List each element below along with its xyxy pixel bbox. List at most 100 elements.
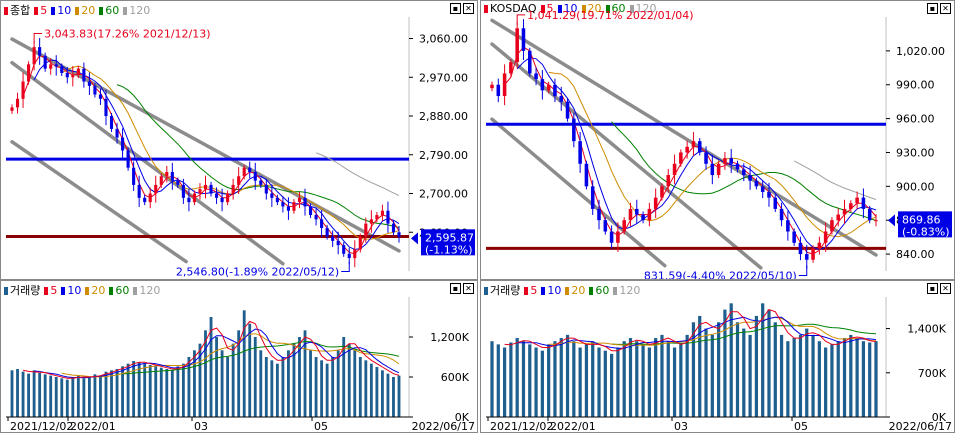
candle-body bbox=[685, 146, 689, 153]
candle-body bbox=[54, 64, 58, 67]
y-tick-label: 2,970.00 bbox=[419, 71, 468, 84]
volume-bar bbox=[392, 377, 395, 417]
trend-channel-line bbox=[490, 18, 878, 257]
candle-body bbox=[641, 214, 645, 221]
candle-body bbox=[729, 158, 733, 164]
ma10-line bbox=[516, 57, 877, 251]
current-value-box bbox=[898, 211, 952, 238]
candle-body bbox=[220, 197, 224, 203]
legend-ma20: 20 bbox=[81, 3, 96, 17]
kosdaq-volume-legend: 거래량 5 10 20 60 120 bbox=[484, 282, 640, 298]
x-tick-label-last: 2022/06/17 bbox=[412, 420, 475, 432]
volume-bar bbox=[16, 369, 19, 417]
volume-bar bbox=[685, 334, 689, 417]
x-tick-label: 2021/12/02 bbox=[490, 420, 553, 432]
candle-body bbox=[93, 85, 97, 95]
close-icon[interactable]: ✕ bbox=[940, 3, 951, 14]
x-tick-label: 03 bbox=[194, 420, 208, 432]
close-icon[interactable]: ✕ bbox=[940, 283, 951, 294]
volume-bar bbox=[159, 367, 163, 417]
kospi-volume-pane: 거래량 5 10 20 60 120 ▪ ✕ 1,200K 600K 0K 2021/1… bbox=[0, 280, 478, 433]
y-tick-label: 2,790.00 bbox=[419, 149, 468, 162]
candle-body bbox=[60, 66, 64, 73]
candle-body bbox=[534, 73, 538, 80]
volume-bar bbox=[824, 347, 828, 417]
candle-body bbox=[502, 73, 507, 97]
candle-body bbox=[874, 220, 878, 222]
volume-bar bbox=[723, 309, 727, 417]
candle-body bbox=[248, 167, 252, 172]
y-tick-label: 990.00 bbox=[896, 79, 935, 92]
legend-square-icon bbox=[557, 5, 562, 13]
volume-bar bbox=[515, 338, 519, 417]
volume-bar bbox=[176, 366, 180, 417]
current-value: 2,595.87 bbox=[425, 231, 474, 244]
vol-ma20-line bbox=[548, 316, 877, 346]
candle-body bbox=[559, 96, 564, 102]
x-tick-label: 05 bbox=[314, 420, 328, 432]
candle-body bbox=[672, 163, 677, 176]
candle-body bbox=[109, 116, 114, 129]
candle-body bbox=[214, 193, 219, 198]
candle-body bbox=[527, 50, 532, 74]
volume-bar bbox=[115, 369, 119, 417]
close-icon[interactable]: ✕ bbox=[463, 283, 474, 294]
legend-ma5: 5 bbox=[50, 283, 58, 297]
candle-body bbox=[198, 189, 202, 194]
legend-ma5: 5 bbox=[40, 3, 48, 17]
volume-bar bbox=[181, 363, 185, 417]
candle-body bbox=[616, 231, 620, 243]
candle-body bbox=[192, 193, 197, 203]
maximize-icon[interactable]: ▪ bbox=[450, 283, 461, 294]
candle-body bbox=[553, 84, 557, 97]
candle-body bbox=[836, 214, 841, 221]
legend-square-icon bbox=[589, 286, 594, 295]
volume-bar bbox=[43, 374, 47, 417]
candle-body bbox=[242, 167, 246, 177]
candle-body bbox=[121, 137, 125, 151]
volume-bar bbox=[679, 344, 683, 417]
candle-body bbox=[861, 197, 866, 209]
candle-body bbox=[786, 220, 790, 232]
volume-bar bbox=[811, 334, 815, 417]
candle-body bbox=[609, 231, 614, 243]
volume-bar bbox=[666, 341, 670, 417]
volume-bar bbox=[248, 323, 252, 417]
volume-bar bbox=[209, 317, 213, 417]
volume-bar bbox=[748, 334, 752, 417]
volume-bar bbox=[110, 370, 113, 417]
x-tick-label: 03 bbox=[674, 420, 688, 432]
legend-ma20: 20 bbox=[587, 2, 602, 15]
volume-bar bbox=[672, 347, 677, 417]
candle-body bbox=[509, 62, 513, 74]
candle-body bbox=[849, 203, 853, 209]
candle-body bbox=[264, 184, 268, 194]
volume-bar bbox=[49, 375, 53, 417]
candle-body bbox=[364, 223, 368, 237]
close-icon[interactable]: ✕ bbox=[463, 3, 474, 14]
volume-bar bbox=[187, 357, 191, 417]
volume-bar bbox=[842, 338, 847, 417]
candle-body bbox=[716, 163, 721, 176]
maximize-icon[interactable]: ▪ bbox=[450, 3, 461, 14]
maximize-icon[interactable]: ▪ bbox=[927, 3, 938, 14]
candle-body bbox=[203, 184, 208, 190]
candle-body bbox=[735, 163, 740, 170]
x-tick-label: 2022/01 bbox=[550, 420, 596, 432]
volume-bar bbox=[148, 365, 152, 417]
maximize-icon[interactable]: ▪ bbox=[927, 283, 938, 294]
ma120-line bbox=[793, 160, 877, 200]
kospi-price-legend: 종합 5 10 20 60 120 bbox=[4, 2, 150, 18]
kosdaq-price-legend: KOSDAQ 5 10 20 60 120 bbox=[484, 2, 657, 15]
legend-ma5: 5 bbox=[546, 2, 554, 15]
volume-bar bbox=[253, 337, 257, 417]
candle-body bbox=[226, 193, 230, 203]
y-tick-label: 1,200K bbox=[430, 331, 469, 344]
volume-bar bbox=[93, 374, 97, 417]
volume-bar bbox=[314, 357, 318, 417]
candle-body bbox=[320, 219, 324, 228]
legend-ma10: 10 bbox=[563, 2, 578, 15]
x-tick-label: 2021/12/02 bbox=[10, 420, 73, 432]
legend-name: KOSDAQ bbox=[490, 2, 537, 15]
